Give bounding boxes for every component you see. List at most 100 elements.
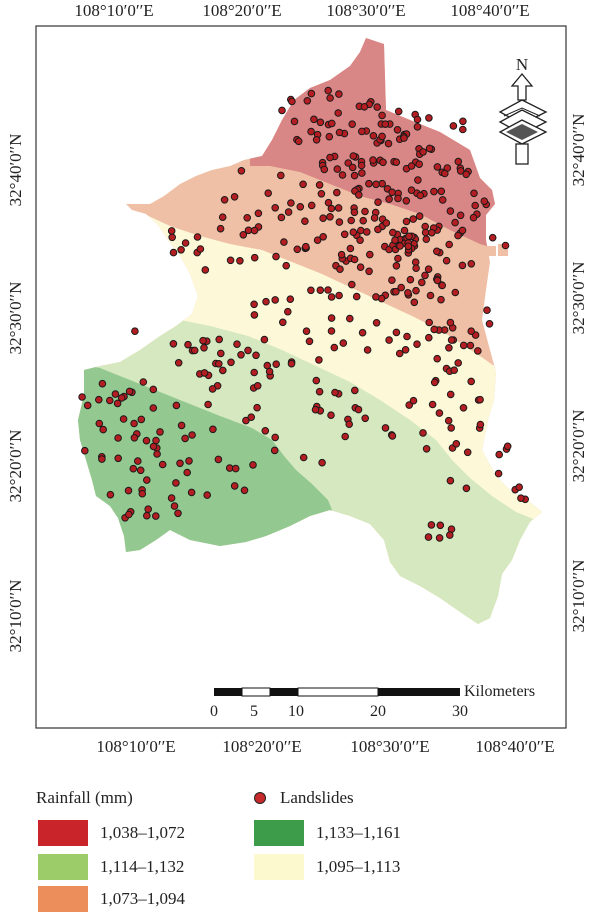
landslide-point bbox=[216, 224, 225, 233]
landslide-point bbox=[410, 298, 419, 307]
landslide-point bbox=[381, 424, 390, 432]
landslide-point bbox=[169, 340, 178, 348]
landslide-point bbox=[106, 490, 115, 499]
landslide-point bbox=[138, 489, 147, 498]
legend-class-label-4: 1,133–1,161 bbox=[316, 823, 401, 842]
landslide-point bbox=[381, 120, 390, 128]
landslide-point bbox=[503, 442, 512, 451]
landslide-point bbox=[226, 256, 235, 265]
scale-bar: Kilometers 0 5 10 20 30 bbox=[210, 683, 535, 720]
landslide-point bbox=[325, 132, 334, 141]
landslide-point bbox=[515, 483, 524, 492]
landslide-point bbox=[253, 403, 261, 412]
landslide-point bbox=[388, 276, 396, 285]
landslide-point bbox=[471, 201, 480, 210]
landslide-point bbox=[240, 486, 249, 495]
landslide-point bbox=[130, 434, 139, 442]
landslide-point bbox=[476, 420, 485, 429]
north-label: N bbox=[516, 55, 528, 74]
landslide-point bbox=[426, 291, 435, 300]
landslide-point bbox=[385, 195, 393, 203]
legend-class-5: 1,095–1,113 bbox=[254, 854, 400, 880]
landslide-point bbox=[307, 201, 316, 210]
landslide-point bbox=[495, 450, 504, 459]
landslide-point bbox=[374, 198, 382, 206]
landslide-point bbox=[236, 257, 244, 265]
legend-landslides: Landslides bbox=[254, 788, 354, 808]
landslide-point bbox=[217, 349, 225, 358]
landslide-point bbox=[230, 482, 239, 490]
landslide-point bbox=[363, 346, 372, 354]
landslide-point bbox=[315, 181, 324, 189]
landslide-point bbox=[347, 216, 356, 225]
landslide-point bbox=[196, 245, 205, 253]
landslide-point bbox=[185, 457, 193, 465]
landslide-point bbox=[271, 204, 280, 212]
landslide-point bbox=[416, 191, 425, 200]
landslide-point bbox=[369, 156, 377, 164]
landslide-point bbox=[244, 346, 252, 355]
landslide-point bbox=[277, 213, 286, 222]
landslide-point bbox=[435, 534, 444, 542]
landslide-point bbox=[279, 318, 287, 327]
landslide-point bbox=[333, 165, 342, 173]
landslide-point bbox=[409, 396, 418, 405]
landslide-point bbox=[403, 332, 411, 341]
landslide-point bbox=[326, 213, 334, 221]
landslide-point bbox=[392, 158, 401, 166]
landslide-point bbox=[401, 346, 410, 354]
landslide-point bbox=[250, 253, 259, 262]
landslide-point bbox=[328, 119, 336, 128]
landslide-point bbox=[142, 436, 151, 445]
landslide-point bbox=[303, 97, 312, 105]
landslide-point bbox=[424, 533, 433, 541]
landslide-point bbox=[318, 458, 326, 467]
landslide-point bbox=[293, 245, 302, 254]
landslide-point bbox=[369, 132, 378, 140]
landslide-point bbox=[271, 296, 280, 304]
landslide-point bbox=[349, 152, 358, 160]
bottom-lon-label-1: 108°10′0′′E bbox=[96, 737, 175, 756]
island-east-2 bbox=[498, 244, 508, 256]
landslide-point bbox=[299, 453, 308, 462]
landslide-point bbox=[174, 509, 182, 518]
landslide-point bbox=[307, 89, 316, 98]
landslide-point bbox=[277, 171, 285, 180]
landslide-point bbox=[302, 327, 311, 336]
north-arrow: N bbox=[498, 55, 548, 165]
landslide-point bbox=[327, 204, 336, 213]
landslide-point bbox=[143, 511, 151, 520]
landslide-point bbox=[454, 157, 463, 166]
scale-tick-10: 10 bbox=[288, 703, 304, 720]
landslide-point bbox=[316, 118, 325, 127]
landslide-point bbox=[363, 228, 371, 236]
landslide-point bbox=[253, 382, 262, 390]
landslide-point bbox=[286, 295, 295, 304]
landslide-point bbox=[331, 388, 339, 397]
landslide-point bbox=[83, 401, 92, 410]
top-lon-label-2: 108°20′0′′E bbox=[202, 1, 281, 20]
landslide-point bbox=[454, 359, 463, 367]
landslide-point bbox=[203, 491, 211, 499]
landslide-point bbox=[373, 103, 382, 111]
landslide-point bbox=[249, 461, 257, 469]
landslide-point bbox=[444, 416, 453, 425]
landslide-point bbox=[452, 440, 461, 448]
landslide-point bbox=[287, 199, 295, 207]
right-lat-label-4: 32°10′0′′N bbox=[569, 560, 588, 633]
landslide-point bbox=[264, 189, 273, 197]
landslide-point bbox=[501, 241, 510, 250]
landslide-point bbox=[402, 217, 411, 226]
landslide-point bbox=[250, 311, 259, 319]
landslide-point bbox=[414, 176, 422, 184]
landslide-point bbox=[284, 307, 292, 316]
landslide-point bbox=[430, 378, 439, 387]
landslide-point bbox=[459, 341, 468, 350]
landslide-point bbox=[330, 343, 339, 352]
legend-swatch-2 bbox=[38, 854, 88, 880]
landslide-point bbox=[338, 171, 347, 179]
landslide-point bbox=[415, 160, 424, 168]
landslide-point bbox=[402, 197, 411, 205]
landslide-point bbox=[271, 433, 280, 442]
landslide-point bbox=[296, 203, 305, 211]
